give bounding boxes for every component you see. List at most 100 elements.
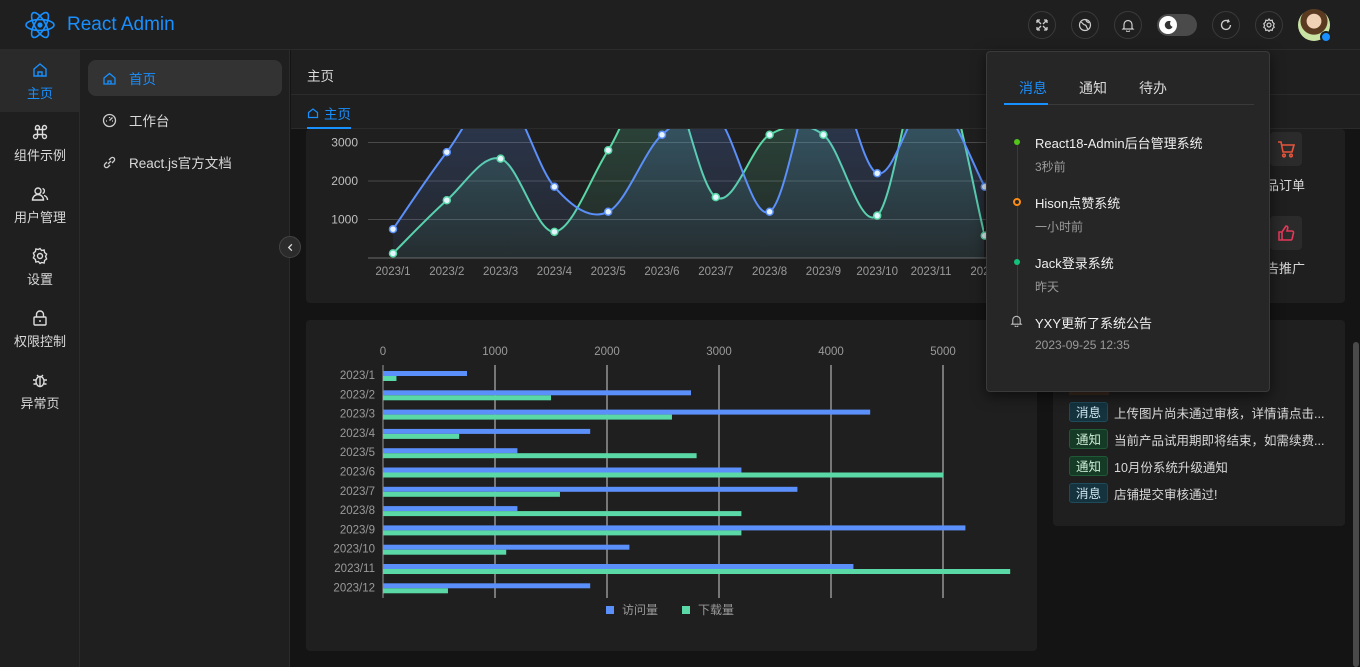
rail-item-label: 主页 bbox=[26, 85, 53, 101]
chevron-left-icon bbox=[287, 243, 292, 251]
theme-toggle[interactable] bbox=[1157, 14, 1197, 36]
bar bbox=[383, 414, 672, 420]
rail-item-users[interactable]: 用户管理 bbox=[0, 174, 80, 236]
bar bbox=[383, 549, 507, 555]
status-ring bbox=[1013, 198, 1021, 206]
list-item[interactable]: 消息 店铺提交审核通过! bbox=[1069, 483, 1218, 503]
cart-icon[interactable] bbox=[1270, 132, 1302, 166]
bar bbox=[383, 390, 691, 396]
collapse-sidebar-button[interactable] bbox=[279, 236, 301, 258]
y-tick-label: 2023/5 bbox=[340, 447, 375, 459]
submenu-item-home[interactable]: 首页 bbox=[88, 60, 282, 96]
x-tick-label: 2023/2 bbox=[429, 266, 464, 278]
refresh-icon bbox=[1220, 19, 1232, 31]
y-tick-label: 2023/9 bbox=[340, 524, 375, 536]
settings-button[interactable] bbox=[1255, 11, 1283, 39]
bar bbox=[383, 544, 630, 550]
bar bbox=[383, 491, 560, 497]
tab-home[interactable]: 主页 bbox=[307, 103, 351, 129]
x-tick-label: 2023/1 bbox=[375, 266, 410, 278]
submenu-item-workbench[interactable]: 工作台 bbox=[88, 102, 282, 138]
language-button[interactable] bbox=[1071, 11, 1099, 39]
status-dot bbox=[1014, 139, 1020, 145]
bar bbox=[383, 564, 854, 569]
area-chart: 1000 2000 3000 2023/1 2023/2 2023/3 2023/4 2023… bbox=[331, 129, 1000, 278]
status-dot bbox=[1014, 259, 1020, 265]
tab-messages[interactable]: 消息 bbox=[1019, 80, 1047, 96]
y-tick-label: 2023/12 bbox=[333, 582, 375, 594]
list-item[interactable]: 通知 10月份系统升级通知 bbox=[1069, 456, 1228, 476]
react-logo-icon[interactable] bbox=[24, 9, 56, 41]
rail-item-components[interactable]: 组件示例 bbox=[0, 112, 80, 174]
message-tag: 消息 bbox=[1069, 483, 1109, 503]
data-point bbox=[603, 145, 613, 155]
x-tick-label: 2023/8 bbox=[752, 266, 787, 278]
notification-time: 一小时前 bbox=[1035, 220, 1084, 234]
message-text: 10月份系统升级通知 bbox=[1114, 460, 1228, 475]
rail-item-exceptions[interactable]: 异常页 bbox=[0, 360, 80, 422]
quick-entry-label[interactable]: 品订单 bbox=[1266, 178, 1306, 193]
rail-item-permissions[interactable]: 权限控制 bbox=[0, 298, 80, 360]
tab-notices[interactable]: 通知 bbox=[1079, 80, 1107, 96]
legend-label: 访问量 bbox=[622, 603, 658, 617]
bug-icon bbox=[33, 374, 47, 387]
bell-icon bbox=[1121, 19, 1135, 32]
rail-item-home[interactable]: 主页 bbox=[0, 50, 80, 112]
list-item[interactable]: 消息 上传图片尚未通过审核，详情请点击... bbox=[1069, 402, 1324, 422]
legend-swatch bbox=[606, 606, 614, 614]
notification-title: Hison点赞系统 bbox=[1035, 196, 1121, 211]
tab-todos[interactable]: 待办 bbox=[1139, 80, 1167, 96]
bar bbox=[383, 506, 518, 512]
bar bbox=[383, 448, 518, 454]
bar-chart-card: 0 1000 2000 3000 4000 5000 2023/1 2023/2 2023/3 2… bbox=[306, 320, 1037, 651]
notification-button[interactable] bbox=[1114, 11, 1142, 39]
moon-icon bbox=[1159, 16, 1177, 34]
data-point bbox=[657, 130, 667, 140]
fullscreen-icon bbox=[1036, 19, 1048, 31]
fullscreen-button[interactable] bbox=[1028, 11, 1056, 39]
bar bbox=[383, 486, 798, 492]
bar bbox=[383, 525, 966, 531]
x-tick-label: 2023/11 bbox=[911, 266, 952, 278]
bar bbox=[383, 428, 591, 434]
avatar[interactable] bbox=[1298, 9, 1332, 43]
rail-item-settings[interactable]: 设置 bbox=[0, 236, 80, 298]
app-title[interactable]: React Admin bbox=[67, 14, 175, 35]
submenu-item-label: 首页 bbox=[129, 72, 156, 87]
breadcrumb-current[interactable]: 主页 bbox=[307, 69, 334, 84]
data-point bbox=[388, 224, 398, 234]
notification-tabs: 消息 通知 待办 bbox=[1004, 72, 1254, 105]
x-tick-label: 2023/10 bbox=[856, 266, 898, 278]
message-tag: 通知 bbox=[1069, 429, 1109, 449]
bar bbox=[383, 583, 591, 589]
users-icon bbox=[31, 186, 49, 201]
data-point bbox=[442, 147, 452, 157]
top-bar: React Admin bbox=[0, 0, 1360, 50]
submenu-item-label: 工作台 bbox=[129, 114, 170, 129]
refresh-button[interactable] bbox=[1212, 11, 1240, 39]
y-tick-label: 1000 bbox=[331, 213, 358, 227]
x-tick-label: 5000 bbox=[930, 346, 956, 358]
list-item[interactable]: 通知 当前产品试用期即将结束，如需续费... bbox=[1069, 429, 1324, 449]
y-tick-label: 2023/8 bbox=[340, 505, 375, 517]
thumb-up-icon[interactable] bbox=[1270, 216, 1302, 250]
y-tick-label: 2023/6 bbox=[340, 467, 375, 479]
y-tick-label: 2023/3 bbox=[340, 409, 375, 421]
notification-dropdown: 消息 通知 待办 React18-Admin后台管理系统 3秒前 Hison点赞… bbox=[986, 51, 1270, 392]
bar bbox=[383, 467, 742, 473]
scrollbar-thumb[interactable] bbox=[1353, 342, 1359, 667]
rail-item-label: 异常页 bbox=[20, 395, 60, 411]
bar bbox=[383, 376, 397, 381]
x-tick-label: 2023/3 bbox=[483, 266, 518, 278]
y-tick-label: 2023/11 bbox=[334, 563, 375, 575]
x-tick-label: 0 bbox=[380, 346, 386, 358]
quick-entry-label[interactable]: 告推广 bbox=[1266, 261, 1306, 276]
submenu-item-react-docs[interactable]: React.js官方文档 bbox=[88, 144, 282, 180]
data-point bbox=[442, 196, 452, 205]
bar bbox=[383, 433, 460, 439]
data-point bbox=[872, 169, 882, 178]
data-point bbox=[496, 154, 505, 163]
timeline-line bbox=[1017, 144, 1018, 324]
y-tick-label: 2023/10 bbox=[333, 544, 375, 556]
bar bbox=[383, 395, 551, 401]
